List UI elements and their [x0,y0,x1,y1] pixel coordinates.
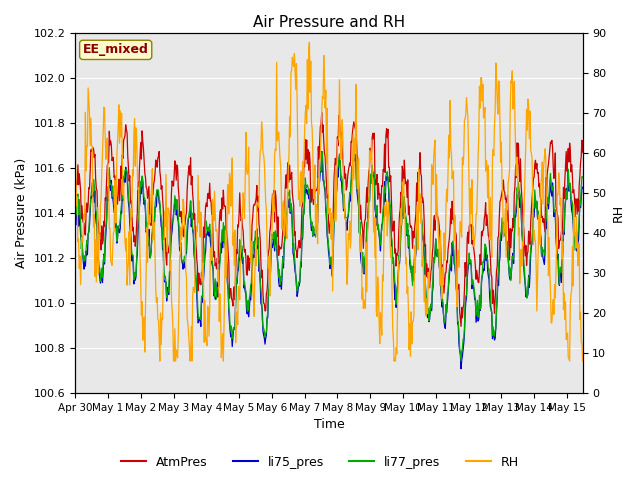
X-axis label: Time: Time [314,419,344,432]
Y-axis label: Air Pressure (kPa): Air Pressure (kPa) [15,158,28,268]
Legend: AtmPres, li75_pres, li77_pres, RH: AtmPres, li75_pres, li77_pres, RH [116,451,524,474]
Title: Air Pressure and RH: Air Pressure and RH [253,15,405,30]
Text: EE_mixed: EE_mixed [83,43,148,56]
Y-axis label: RH: RH [612,204,625,222]
